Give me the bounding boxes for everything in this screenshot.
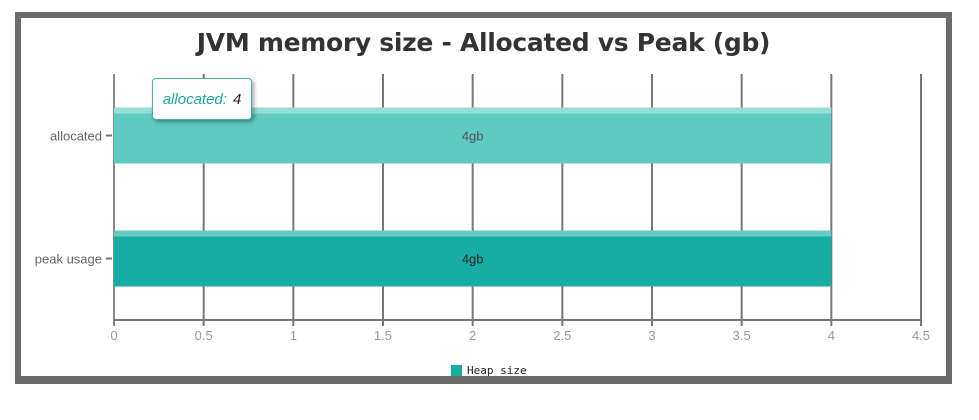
data-label: 4gb: [462, 129, 484, 144]
x-tick-label: 1: [290, 328, 297, 343]
x-tick-label: 4.5: [912, 328, 930, 343]
y-tick-label: peak usage: [35, 252, 102, 267]
bar-highlight: [114, 230, 832, 237]
chart-frame: JVM memory size - Allocated vs Peak (gb)…: [15, 12, 952, 384]
tooltip-value: 4: [232, 90, 242, 108]
x-tick-label: 0: [110, 328, 117, 343]
data-label: 4gb: [462, 252, 484, 267]
x-tick-label: 3: [648, 328, 655, 343]
chart-title: JVM memory size - Allocated vs Peak (gb): [196, 28, 771, 57]
tooltip-label: allocated:: [162, 90, 227, 108]
chart-panel: JVM memory size - Allocated vs Peak (gb)…: [21, 18, 946, 377]
y-tick-label: allocated: [50, 129, 102, 144]
bar-highlight: [114, 107, 832, 114]
legend-label: Heap size: [467, 364, 527, 377]
legend-swatch: [451, 365, 462, 376]
x-tick-label: 4: [828, 328, 835, 343]
legend[interactable]: Heap size: [451, 364, 527, 377]
x-tick-label: 3.5: [733, 328, 751, 343]
tooltip: allocated: 4: [152, 78, 252, 120]
x-tick-label: 2.5: [553, 328, 571, 343]
x-tick-label: 1.5: [374, 328, 392, 343]
x-tick-label: 0.5: [195, 328, 213, 343]
x-tick-label: 2: [469, 328, 476, 343]
bar: [114, 230, 832, 287]
bar-chart: 0 0.5 1 1.5 2 2.5 3 3.5 4 4.5 allocated 4gb peak usa…: [35, 74, 930, 343]
